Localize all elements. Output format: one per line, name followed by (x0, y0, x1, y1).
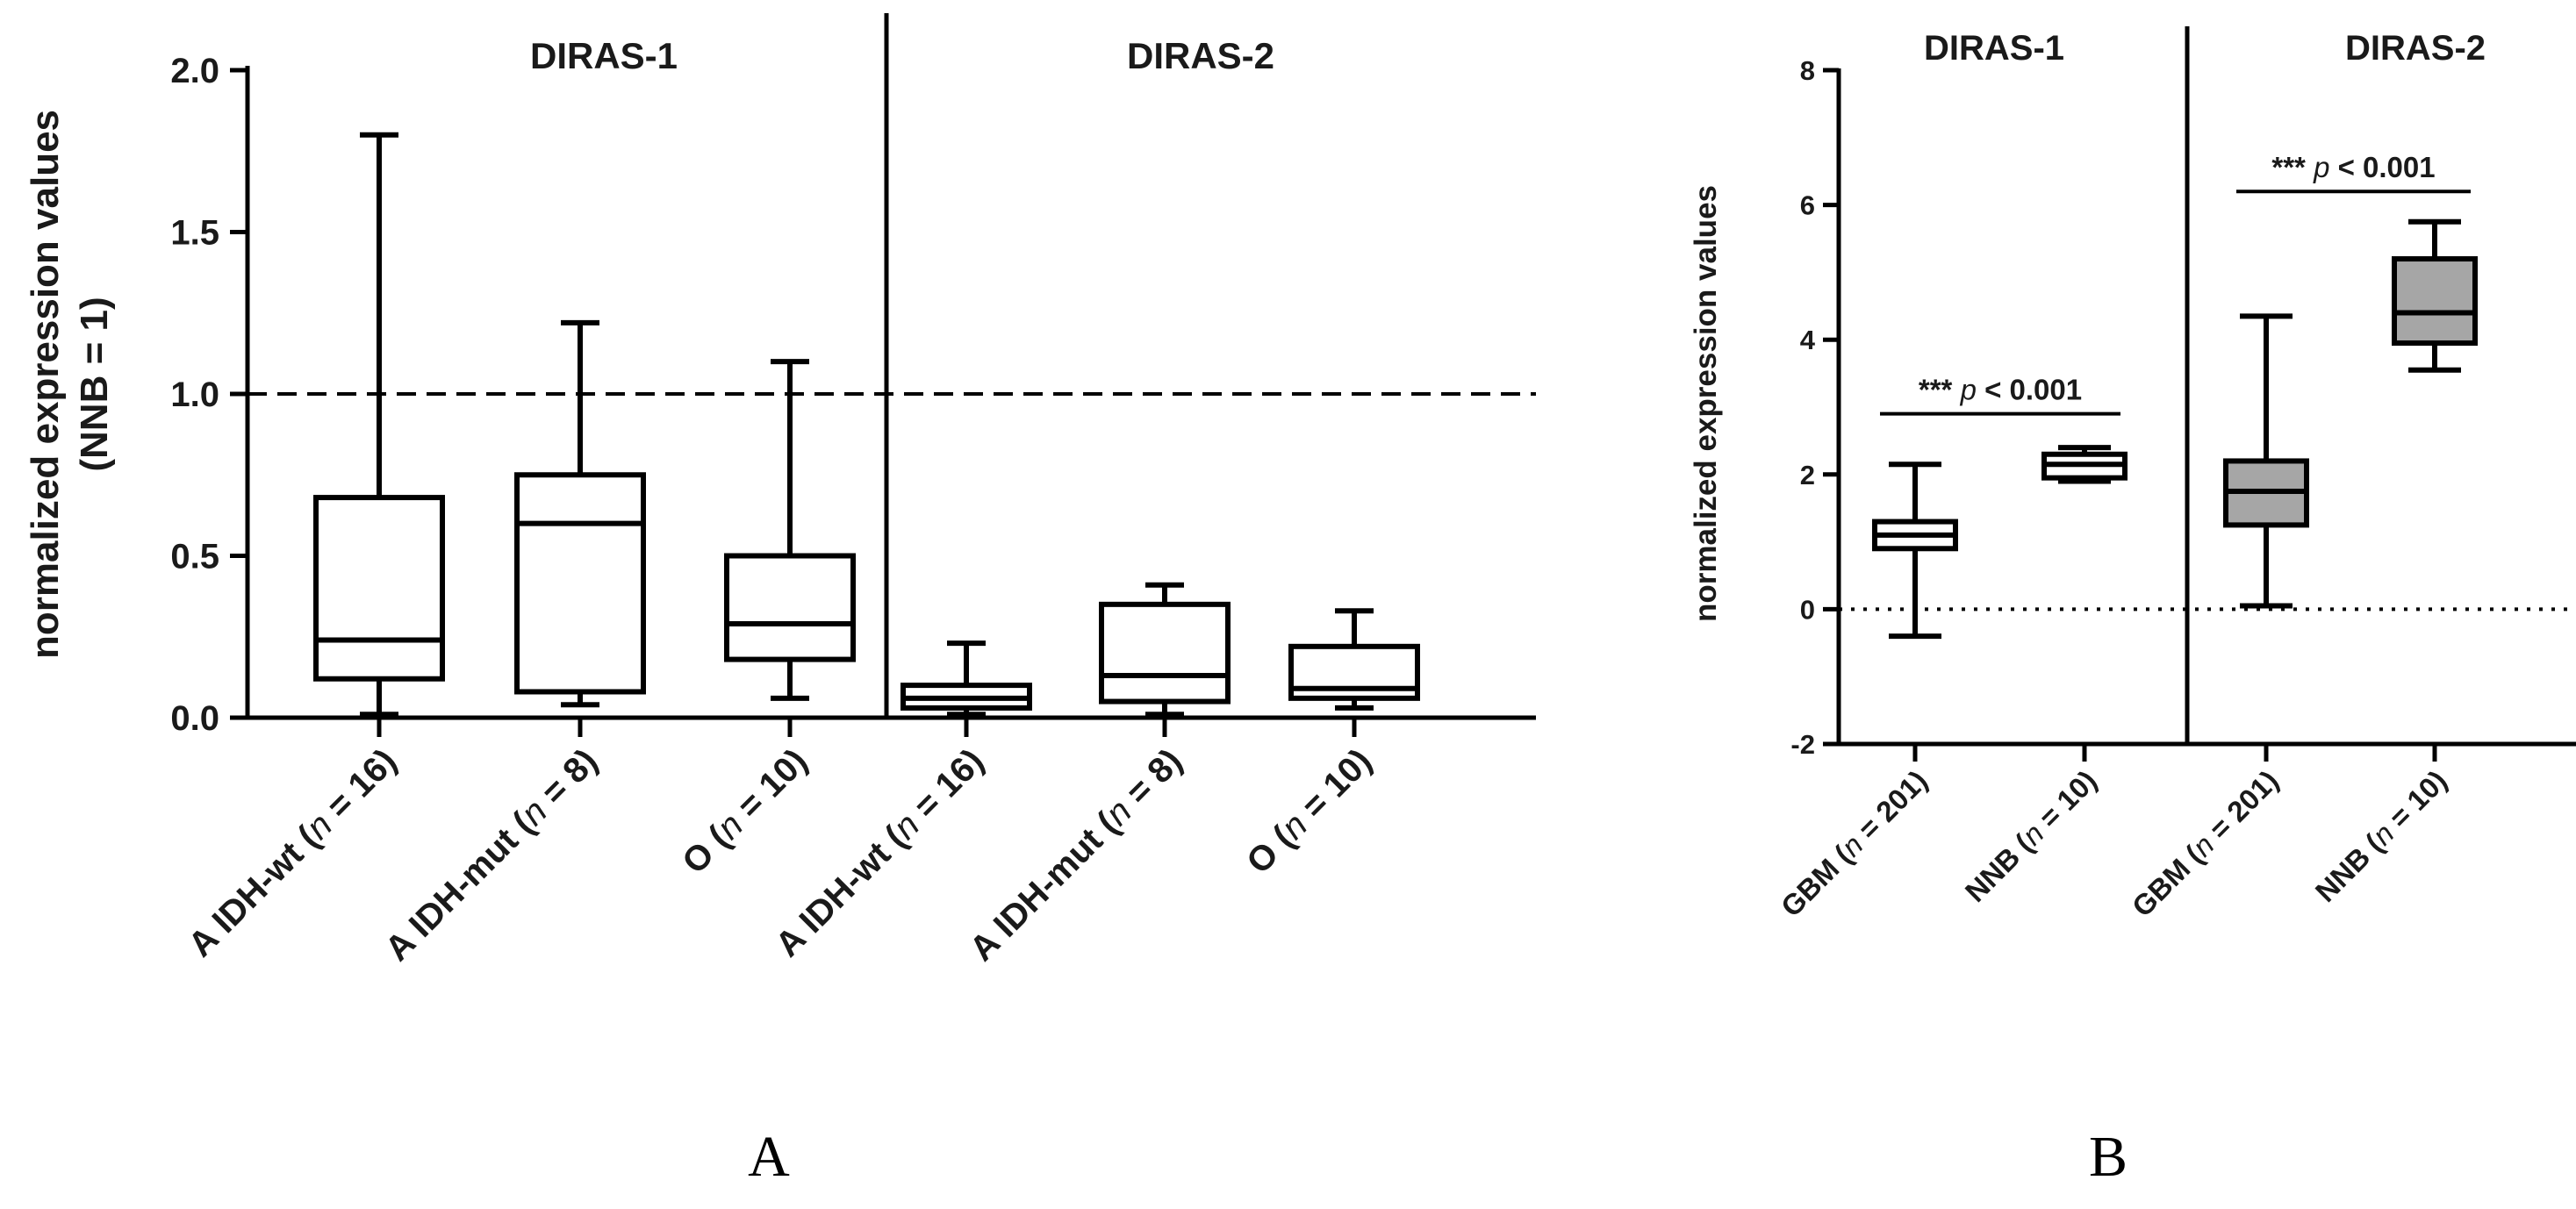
panel-b-y-tick-label: 2 (1800, 460, 1815, 490)
panel-a-box-1 (313, 132, 445, 718)
panel-b-y-tick-label: 8 (1800, 55, 1815, 86)
panel-a-group-label-diras-1: DIRAS-1 (530, 35, 678, 76)
panel-a-group-label-diras-2: DIRAS-2 (1127, 35, 1274, 76)
panel-a-category-label-6: O (n = 10) (1239, 741, 1379, 881)
panel-b-y-tick-label: 0 (1800, 594, 1815, 625)
panel-b-category-label-3: GBM (n = 201) (2126, 764, 2285, 923)
panel-b-category-label-1-count: = 201) (1846, 764, 1933, 851)
panel-b-chart: normalized expression values DIRAS-1 DIR… (1689, 26, 2576, 923)
panel-a-category-label-1: A IDH-wt (n = 16) (181, 741, 404, 964)
panel-b-y-tick-label: 6 (1800, 190, 1815, 221)
panel-b-iqr-box (2392, 256, 2478, 347)
panel-a-box-2 (514, 319, 646, 708)
panel-b-group-label-diras-2: DIRAS-2 (2345, 29, 2486, 68)
panel-a-category-label-1-text: A IDH-wt ( (181, 819, 326, 965)
significance-value: < 0.001 (1977, 374, 2082, 406)
significance-stars: *** (2271, 151, 2314, 183)
panel-b-category-label-1-text: GBM ( (1775, 840, 1858, 923)
panel-a-iqr-box (313, 495, 445, 682)
panel-a-category-label-4-count: = 16) (900, 741, 991, 833)
significance-stars: *** (1919, 374, 1961, 406)
panel-b-y-tick-label: -2 (1790, 729, 1815, 760)
panel-b-category-label-2-count: = 10) (2027, 764, 2102, 840)
panel-b-group-label-diras-1: DIRAS-1 (1924, 29, 2064, 68)
panel-b-category-label-3-text: GBM ( (2126, 840, 2209, 923)
panel-a-y-tick-label: 1.0 (170, 376, 219, 414)
panel-a-category-label-3: O (n = 10) (675, 741, 814, 881)
panel-a-y-tick-label: 0.5 (170, 538, 219, 576)
panel-a-box-4 (901, 640, 1032, 718)
panel-b-y-axis-label: normalized expression values (1689, 185, 1723, 622)
panel-a-box-6 (1288, 608, 1420, 711)
panel-a-category-label-2: A IDH-mut (n = 8) (378, 741, 606, 969)
panel-b-category-label-1: GBM (n = 201) (1775, 764, 1934, 923)
panel-a-iqr-box (514, 472, 646, 695)
panel-a-y-tick-label: 1.5 (170, 214, 219, 253)
panel-a-iqr-box (1099, 601, 1231, 705)
significance-p: p (2313, 151, 2329, 183)
panel-a-chart: normalized expression values (NNB = 1) D… (24, 13, 1536, 969)
panel-a-box-5 (1099, 582, 1231, 718)
panel-a-y-axis-label: normalized expression values (24, 110, 67, 659)
panel-label-a: A (748, 1125, 790, 1189)
panel-a-y-axis-label-unit: (NNB = 1) (73, 297, 116, 471)
significance-p: p (1960, 374, 1977, 406)
significance-value: < 0.001 (2329, 151, 2435, 183)
panel-b-box-2 (2041, 445, 2128, 484)
panel-a-box-3 (724, 359, 856, 701)
panel-b-box-4 (2392, 218, 2478, 373)
panel-b-box-3 (2223, 313, 2309, 609)
panel-a-category-label-1-count: = 16) (312, 741, 404, 833)
panel-b-significance-label-1: *** p < 0.001 (1919, 374, 2082, 406)
panel-a-y-tick-label: 0.0 (170, 699, 219, 738)
panel-a-iqr-box (724, 553, 856, 662)
panel-a-category-label-5-text: A IDH-mut ( (963, 805, 1126, 969)
panel-a-category-label-6-count: = 10) (1288, 741, 1379, 833)
panel-b-box-1 (1872, 461, 1958, 640)
panel-b-category-label-2: NNB (n = 10) (1959, 764, 2103, 908)
panel-a-category-label-5: A IDH-mut (n = 8) (963, 741, 1190, 969)
panel-b-category-label-3-count: = 201) (2197, 764, 2284, 851)
panel-label-b: B (2089, 1125, 2128, 1189)
panel-b-category-label-4-count: = 10) (2377, 764, 2452, 840)
panel-a-category-label-4-text: A IDH-wt ( (768, 819, 914, 965)
panel-a-category-label-2-text: A IDH-mut ( (378, 805, 542, 969)
panel-a-category-label-3-count: = 10) (723, 741, 814, 833)
panel-b-category-label-4: NNB (n = 10) (2309, 764, 2453, 908)
panel-a-y-tick-label: 2.0 (170, 52, 219, 90)
panel-b-significance-label-2: *** p < 0.001 (2271, 151, 2435, 183)
panel-b-y-tick-label: 4 (1800, 325, 1816, 355)
